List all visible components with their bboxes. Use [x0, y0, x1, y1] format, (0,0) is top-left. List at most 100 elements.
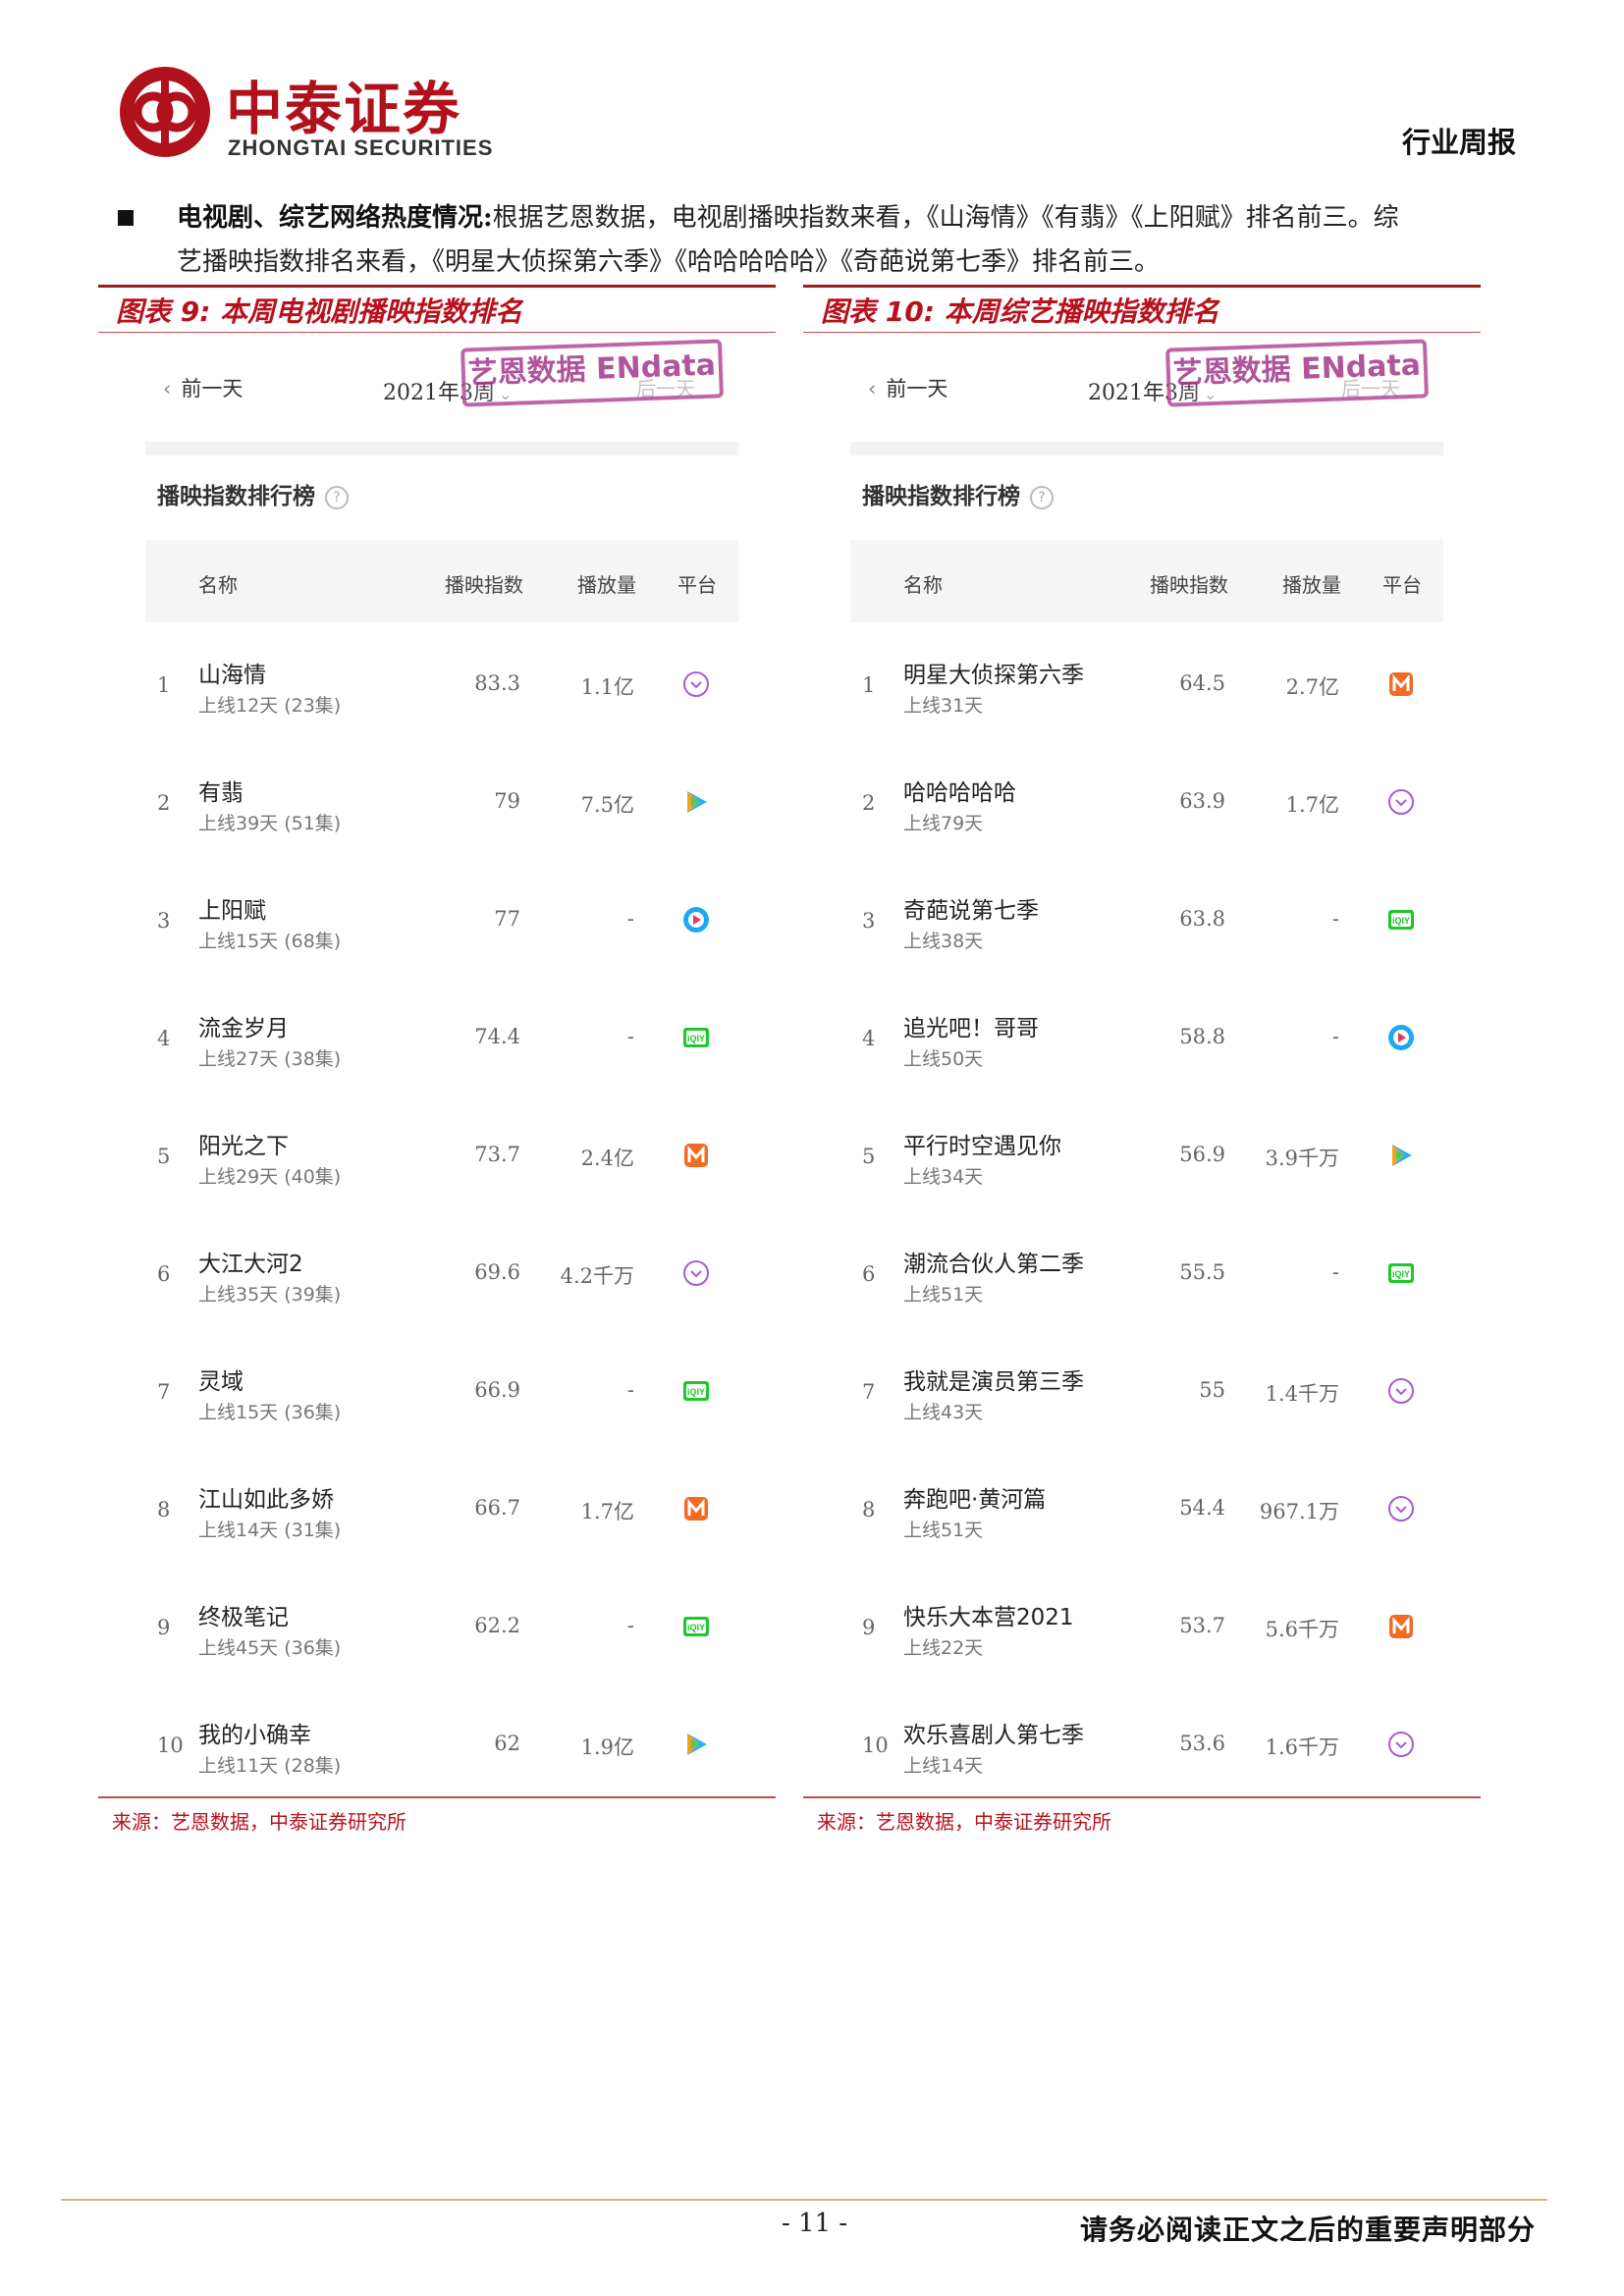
- rank-number: 4: [157, 1027, 171, 1050]
- title-name[interactable]: 我就是演员第三季: [903, 1369, 1084, 1395]
- youku-icon: [681, 905, 711, 934]
- figure-title: 图表 9: 本周电视剧播映指数排名: [116, 295, 523, 328]
- title-name[interactable]: 大江大河2: [198, 1252, 303, 1277]
- play-index-value: 58.8: [1179, 1025, 1225, 1048]
- table-row[interactable]: 1 山海情 上线12天 (23集) 83.3 1.1亿: [145, 622, 738, 740]
- intro-line-1-text: 根据艺恩数据，电视剧播映指数来看，《山海情》《有翡》《上阳赋》排名前三。综: [492, 203, 1399, 233]
- airing-info: 上线39天 (51集): [198, 813, 342, 834]
- play-volume-value: 2.4亿: [580, 1147, 634, 1170]
- play-volume-value: -: [1331, 1260, 1339, 1284]
- play-volume-value: -: [626, 907, 634, 931]
- tencent-video-icon: [681, 1730, 711, 1759]
- table-row[interactable]: 5 平行时空遇见你 上线34天 56.9 3.9千万: [850, 1094, 1443, 1211]
- figure-source: 来源：艺恩数据，中泰证券研究所: [112, 1810, 406, 1834]
- play-index-value: 54.4: [1179, 1496, 1225, 1520]
- next-day-button[interactable]: 后一天: [636, 373, 695, 401]
- title-name[interactable]: 奔跑吧·黄河篇: [903, 1487, 1047, 1513]
- airing-info: 上线50天: [903, 1048, 984, 1070]
- title-name[interactable]: 哈哈哈哈哈: [903, 780, 1016, 806]
- rank-number: 6: [157, 1262, 171, 1286]
- column-header-volume: 播放量: [1282, 573, 1341, 597]
- brand-name-cn: 中泰证券: [226, 76, 462, 142]
- title-name[interactable]: 阳光之下: [198, 1134, 289, 1159]
- table-row[interactable]: 10 欢乐喜剧人第七季 上线14天 53.6 1.6千万: [850, 1682, 1443, 1800]
- title-name[interactable]: 奇葩说第七季: [903, 898, 1039, 924]
- title-name[interactable]: 灵域: [198, 1369, 244, 1395]
- airing-info: 上线14天: [903, 1755, 984, 1777]
- title-name[interactable]: 追光吧！哥哥: [903, 1016, 1039, 1041]
- title-name[interactable]: 终极笔记: [198, 1605, 289, 1630]
- ranking-title: 播映指数排行榜?: [157, 477, 349, 510]
- table-row[interactable]: 8 奔跑吧·黄河篇 上线51天 54.4 967.1万: [850, 1447, 1443, 1565]
- play-index-value: 53.6: [1179, 1732, 1225, 1755]
- rank-number: 5: [862, 1145, 876, 1168]
- play-index-value: 74.4: [474, 1025, 520, 1048]
- title-name[interactable]: 我的小确幸: [198, 1723, 311, 1748]
- play-index-value: 62: [494, 1732, 520, 1755]
- chevron-left-icon: ‹: [163, 377, 172, 400]
- help-icon[interactable]: ?: [1030, 486, 1054, 509]
- prev-day-label: 前一天: [181, 377, 244, 400]
- table-row[interactable]: 1 明星大侦探第六季 上线31天 64.5 2.7亿: [850, 622, 1443, 740]
- disclaimer-text: 请务必阅读正文之后的重要声明部分: [1079, 2214, 1536, 2246]
- table-row[interactable]: 2 有翡 上线39天 (51集) 79 7.5亿: [145, 740, 738, 858]
- table-row[interactable]: 2 哈哈哈哈哈 上线79天 63.9 1.7亿: [850, 740, 1443, 858]
- table-row[interactable]: 4 流金岁月 上线27天 (38集) 74.4 - iQIY: [145, 976, 738, 1094]
- table-row[interactable]: 3 上阳赋 上线15天 (68集) 77 -: [145, 858, 738, 976]
- iqiyi-icon: iQIY: [1386, 1258, 1416, 1288]
- table-row[interactable]: 4 追光吧！哥哥 上线50天 58.8 -: [850, 976, 1443, 1094]
- table-row[interactable]: 3 奇葩说第七季 上线38天 63.8 - iQIY: [850, 858, 1443, 976]
- airing-info: 上线15天 (36集): [198, 1402, 342, 1423]
- table-row[interactable]: 6 潮流合伙人第二季 上线51天 55.5 - iQIY: [850, 1211, 1443, 1329]
- title-name[interactable]: 欢乐喜剧人第七季: [903, 1723, 1084, 1748]
- play-volume-value: 5.6千万: [1265, 1618, 1339, 1641]
- table-row[interactable]: 7 我就是演员第三季 上线43天 55 1.4千万: [850, 1329, 1443, 1447]
- play-volume-value: 3.9千万: [1265, 1147, 1339, 1170]
- title-name[interactable]: 上阳赋: [198, 898, 266, 924]
- company-logo: 中泰证券 ZHONGTAI SECURITIES: [116, 59, 528, 167]
- title-name[interactable]: 有翡: [198, 780, 244, 806]
- title-name[interactable]: 潮流合伙人第二季: [903, 1252, 1084, 1277]
- figure-title-rule: [98, 332, 776, 333]
- tencent-icon: [1386, 1376, 1416, 1406]
- ranking-list: 1 山海情 上线12天 (23集) 83.3 1.1亿 2 有翡 上线39天 (…: [145, 622, 738, 1800]
- figure-tv-ranking: 图表 9: 本周电视剧播映指数排名 ‹ 前一天 2021年3周 ⌄ 后一天 艺恩数据…: [98, 285, 776, 1834]
- figure-top-rule: [803, 285, 1481, 288]
- intro-heading: 电视剧、综艺网络热度情况:: [177, 203, 493, 233]
- play-volume-value: 4.2千万: [560, 1264, 634, 1288]
- brand-name-en: ZHONGTAI SECURITIES: [228, 135, 494, 160]
- airing-info: 上线45天 (36集): [198, 1637, 342, 1659]
- help-icon[interactable]: ?: [325, 486, 349, 509]
- week-selector[interactable]: 2021年3周 ⌄: [1088, 375, 1217, 406]
- title-name[interactable]: 快乐大本营2021: [903, 1605, 1074, 1630]
- figure-variety-ranking: 图表 10: 本周综艺播映指数排名 ‹ 前一天 2021年3周 ⌄ 后一天 艺恩数据…: [803, 285, 1481, 1834]
- play-index-value: 53.7: [1179, 1614, 1225, 1637]
- table-row[interactable]: 6 大江大河2 上线35天 (39集) 69.6 4.2千万: [145, 1211, 738, 1329]
- title-name[interactable]: 江山如此多娇: [198, 1487, 334, 1513]
- table-header: 名称 播映指数 播放量 平台: [145, 540, 738, 622]
- table-header: 名称 播映指数 播放量 平台: [850, 540, 1443, 622]
- play-index-value: 77: [494, 907, 520, 931]
- prev-day-button[interactable]: ‹ 前一天: [163, 373, 243, 402]
- table-row[interactable]: 9 快乐大本营2021 上线22天 53.7 5.6千万: [850, 1565, 1443, 1682]
- table-row[interactable]: 8 江山如此多娇 上线14天 (31集) 66.7 1.7亿: [145, 1447, 738, 1565]
- table-row[interactable]: 5 阳光之下 上线29天 (40集) 73.7 2.4亿: [145, 1094, 738, 1211]
- table-row[interactable]: 9 终极笔记 上线45天 (36集) 62.2 - iQIY: [145, 1565, 738, 1682]
- play-index-value: 56.9: [1179, 1143, 1225, 1166]
- week-selector[interactable]: 2021年3周 ⌄: [383, 375, 512, 406]
- airing-info: 上线38天: [903, 931, 984, 952]
- title-name[interactable]: 山海情: [198, 663, 266, 688]
- title-name[interactable]: 明星大侦探第六季: [903, 663, 1084, 688]
- title-name[interactable]: 平行时空遇见你: [903, 1134, 1061, 1159]
- next-day-button[interactable]: 后一天: [1341, 373, 1400, 401]
- airing-info: 上线11天 (28集): [198, 1755, 342, 1777]
- table-row[interactable]: 7 灵域 上线15天 (36集) 66.9 - iQIY: [145, 1329, 738, 1447]
- airing-info: 上线34天: [903, 1166, 984, 1188]
- title-name[interactable]: 流金岁月: [198, 1016, 289, 1041]
- iqiyi-icon: iQIY: [681, 1023, 711, 1052]
- airing-info: 上线12天 (23集): [198, 695, 342, 717]
- table-row[interactable]: 10 我的小确幸 上线11天 (28集) 62 1.9亿: [145, 1682, 738, 1800]
- rank-number: 9: [862, 1616, 876, 1639]
- figure-source: 来源：艺恩数据，中泰证券研究所: [817, 1810, 1111, 1834]
- prev-day-button[interactable]: ‹ 前一天: [868, 373, 947, 402]
